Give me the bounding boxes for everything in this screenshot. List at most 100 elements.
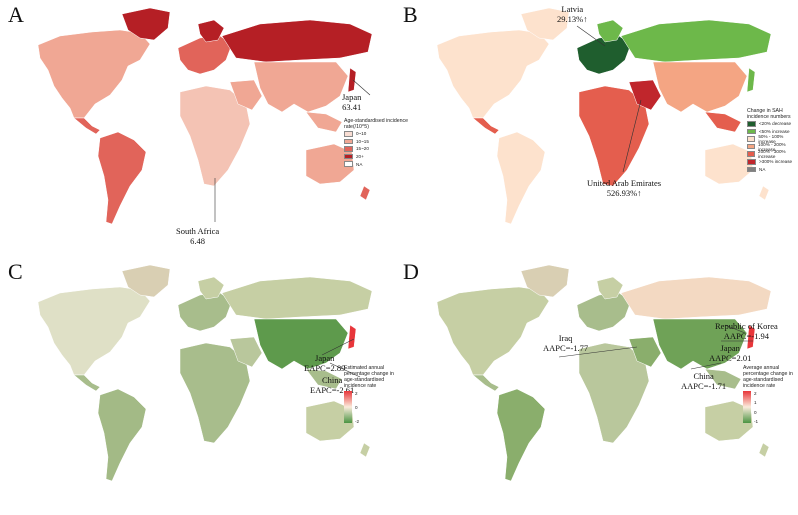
region-japan: [347, 324, 357, 350]
legend-tick-label: 2: [754, 391, 757, 396]
legend-swatch: [344, 153, 353, 160]
region-south-america: [97, 131, 147, 225]
leader-japan: [321, 338, 355, 356]
region-new-zealand: [758, 185, 770, 201]
leader-korea: [724, 324, 746, 334]
legend-title: Change in SAH incidence numbers: [747, 108, 791, 120]
region-europe: [576, 35, 632, 75]
legend-swatch: [747, 166, 756, 173]
annotation-iraq: Iraq AAPC=-1.77: [543, 333, 589, 353]
annotation-korea: Republic of Korea AAPC=-1.94: [715, 321, 778, 341]
region-europe: [177, 35, 233, 75]
region-japan: [347, 67, 357, 93]
legend-title: Age-standardised incidence rate(/10^5): [344, 118, 409, 130]
region-japan: [746, 67, 756, 93]
panel-label: A: [8, 2, 24, 27]
region-russia: [620, 276, 772, 320]
annotation-china: China EAPC=-2.61: [310, 375, 355, 395]
legend-label: <50% increase: [759, 128, 790, 134]
legend-label: NA: [759, 166, 766, 172]
legend-c: Estimated annual percentage change in ag…: [344, 365, 394, 424]
legend-item: >300% increase: [747, 158, 798, 166]
legend-label: 20+: [356, 154, 364, 160]
legend-label: <20% decrease: [759, 121, 792, 127]
map-a: [37, 7, 373, 225]
region-new-zealand: [359, 442, 371, 458]
legend-gradient: [743, 391, 751, 423]
panel-a: A Japan 63.41 South Africa 6.48 Age-standa…: [0, 0, 408, 257]
legend-item: 50% - 100% increase: [747, 133, 798, 144]
region-north-america: [37, 29, 151, 119]
annotation-japan: Japan 63.41: [342, 92, 362, 112]
region-asia: [652, 61, 748, 113]
legend-item: <20% decrease: [747, 120, 798, 128]
legend-item: NA: [344, 160, 419, 168]
legend-a: Age-standardised incidence rate(/10^5) 0…: [344, 118, 419, 168]
panel-b: B Latvia 29.13%↑ United Arab Emirates 526.…: [399, 0, 798, 257]
region-central-america: [73, 374, 101, 392]
legend-tick-label: 2: [355, 391, 358, 396]
legend-swatch: [344, 146, 353, 152]
legend-d: Average annual percentage change in age-…: [743, 365, 793, 424]
annotation-latvia: Latvia 29.13%↑: [557, 4, 588, 24]
panel-label: B: [403, 2, 418, 27]
region-central-america: [73, 117, 101, 135]
legend-swatch: [344, 131, 353, 137]
region-new-zealand: [758, 442, 770, 458]
legend-label: >300% increase: [759, 159, 793, 165]
region-southeast-asia: [305, 111, 343, 133]
panel-d: D Republic of Korea AAPC=-1.94 Iraq AAPC=-…: [399, 257, 798, 514]
region-europe: [177, 292, 233, 332]
region-russia: [620, 19, 772, 63]
leader-japan: [352, 79, 371, 96]
legend-item: <50% increase: [747, 128, 798, 136]
panel-c: C Japan EAPC=2.89 China EAPC=-2.61 Estimat…: [0, 257, 399, 514]
legend-item: 15~20: [344, 145, 419, 153]
legend-tick-label: 1: [754, 400, 757, 406]
annotation-south-africa: South Africa 6.48: [176, 226, 220, 246]
leader-uae: [622, 99, 642, 173]
region-europe: [576, 292, 632, 332]
legend-swatch: [344, 138, 353, 145]
legend-swatch: [747, 128, 756, 135]
region-russia: [221, 19, 373, 63]
legend-label: 100% - 200% increase: [758, 141, 786, 152]
region-asia: [253, 61, 349, 113]
legend-swatch: [747, 159, 756, 165]
legend-title: Estimated annual percentage change in ag…: [344, 365, 394, 389]
annotation-japan: Japan EAPC=2.89: [304, 353, 346, 373]
legend-tick-label: -2: [355, 419, 360, 424]
legend-swatch: [344, 161, 353, 167]
region-north-america: [436, 286, 550, 376]
region-south-america: [496, 388, 546, 482]
legend-tick-label: -1: [754, 419, 759, 424]
legend-item: 0~10: [344, 130, 419, 138]
legend-b: Change in SAH incidence numbers <20% dec…: [747, 108, 798, 173]
legend-label: 200% - 300% increase: [758, 149, 786, 160]
annotation-japan: Japan AAPC=2.01: [709, 343, 752, 363]
legend-title: Average annual percentage change in age-…: [743, 365, 793, 389]
legend-swatch: [747, 151, 756, 157]
legend-swatch: [747, 143, 756, 150]
legend-item: 10~15: [344, 138, 419, 146]
annotation-uae: United Arab Emirates 526.93%↑: [587, 178, 662, 198]
region-north-america: [436, 29, 550, 119]
legend-item: NA: [747, 166, 798, 174]
legend-label: NA: [356, 161, 363, 167]
legend-label: 0~10: [356, 131, 367, 137]
region-new-zealand: [359, 185, 371, 201]
region-north-america: [37, 286, 151, 376]
legend-label: 50% - 100% increase: [758, 133, 784, 144]
legend-swatch: [747, 121, 756, 127]
legend-tick-label: 0: [355, 405, 358, 410]
region-central-america: [472, 117, 500, 135]
region-central-america: [472, 374, 500, 392]
legend-tick-label: 0: [754, 409, 757, 415]
legend-swatch: [747, 136, 756, 142]
leader-china: [690, 362, 722, 370]
map-c: [37, 264, 373, 482]
map-d: [436, 264, 772, 482]
region-southeast-asia: [704, 111, 742, 133]
panel-label: C: [8, 259, 23, 284]
legend-item: 20+: [344, 153, 419, 161]
